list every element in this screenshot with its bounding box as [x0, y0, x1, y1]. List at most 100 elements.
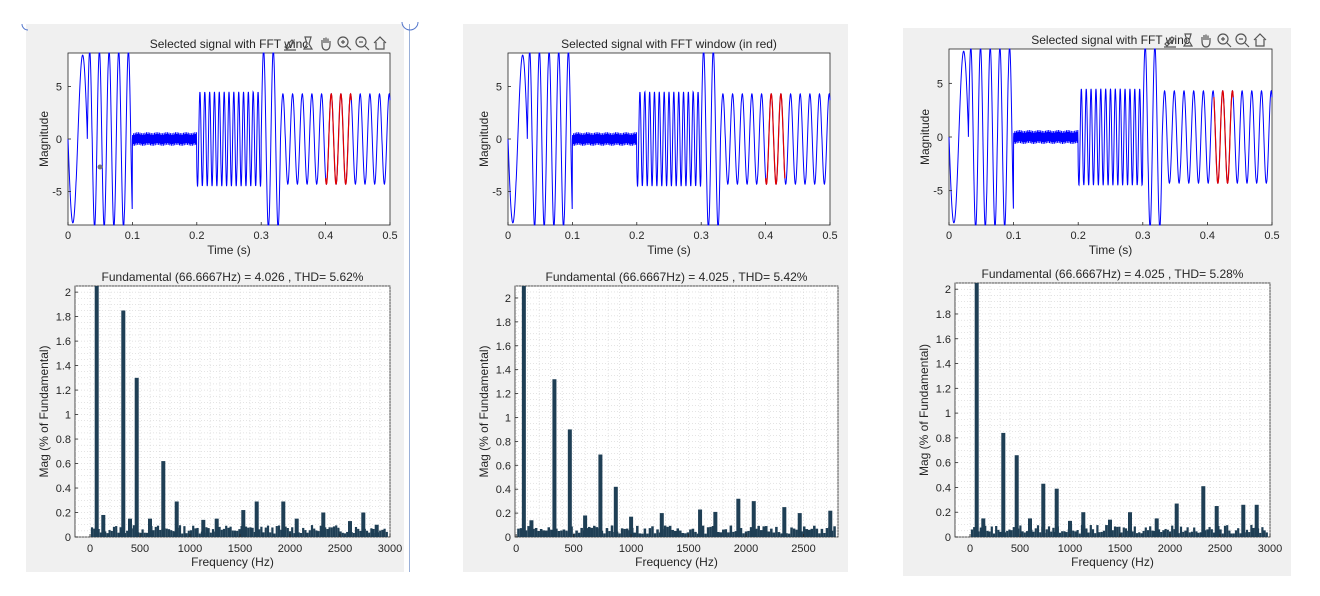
fft-bar-small [593, 525, 596, 537]
fft-bar-small [291, 527, 294, 537]
fft-bar-small [595, 527, 599, 537]
fft-bar-small [1149, 526, 1152, 537]
fft-bar-small [825, 528, 829, 537]
fft-bar-small [132, 525, 135, 537]
fft-bar-small [792, 528, 796, 537]
fft-xtick-label: 1500 [228, 543, 252, 555]
time-ytick-label: -5 [52, 186, 62, 198]
fft-bar-small [332, 526, 336, 537]
fft-bar-15 [294, 518, 299, 537]
fft-bar-small [207, 528, 210, 537]
fft-bar-small [646, 533, 649, 537]
home-icon[interactable] [372, 35, 388, 51]
time-xtick-label: 0.3 [694, 230, 709, 242]
pan-hand-icon[interactable] [1198, 32, 1214, 48]
fft-bar-2 [134, 377, 139, 537]
fft-bar-small [545, 530, 548, 537]
fft-bar-small [335, 525, 338, 537]
fft-bar-small [656, 529, 659, 537]
fft-bar-small [673, 530, 677, 537]
fft-bar-small [534, 527, 538, 537]
fft-bar-small [716, 531, 720, 537]
fft-bar-small [815, 528, 819, 537]
fft-bar-small [1245, 529, 1249, 537]
fft-bar-small [1025, 531, 1029, 537]
fft-ytick-label: 1.4 [936, 359, 951, 371]
zoom-in-icon[interactable] [336, 35, 352, 51]
fft-bar-small [813, 525, 816, 537]
fft-bar-small [119, 527, 122, 537]
fft-bar-6 [281, 501, 286, 537]
fft-bar-small [185, 533, 188, 537]
pan-hand-icon[interactable] [318, 35, 334, 51]
fft-bar-0 [521, 286, 526, 537]
fft-window-line-2 [765, 93, 786, 185]
fft-bar-15 [797, 513, 802, 537]
fft-bar-small [643, 528, 647, 537]
fft-bar-small [1021, 531, 1024, 537]
zoom-in-icon[interactable] [1216, 32, 1232, 48]
fft-bar-small [651, 526, 654, 537]
fft-bar-small [691, 528, 695, 537]
fft-bar-small [1140, 533, 1143, 537]
fft-bar-small [550, 529, 553, 537]
fft-bar-small [580, 527, 583, 537]
data-tips-icon[interactable] [1180, 32, 1196, 48]
fft-bar-small [572, 533, 576, 537]
fft-ytick-label: 1.8 [936, 309, 951, 321]
fft-bar-small [990, 526, 993, 537]
fft-bar-small [527, 526, 530, 537]
brush-icon[interactable] [1162, 32, 1178, 48]
fft-bar-3 [598, 454, 603, 537]
fft-bar-small [231, 530, 234, 537]
home-icon[interactable] [1252, 32, 1268, 48]
fft-bar-small [368, 532, 371, 537]
fft-bar-small [156, 525, 160, 537]
data-tips-icon[interactable] [300, 35, 316, 51]
fft-bar-small [1050, 531, 1053, 537]
fft-bar-small [653, 533, 657, 537]
fft-bar-14 [713, 511, 718, 537]
fft-plot-ylabel: Mag (% of Fundamental) [37, 345, 51, 477]
fft-bar-small [719, 532, 723, 537]
fft-plot-axes-3 [954, 282, 1271, 538]
fft-bar-small [587, 526, 591, 537]
fft-bar-small [759, 530, 763, 537]
fft-bar-small [1195, 531, 1198, 537]
fft-ytick-label: 0.6 [936, 458, 951, 470]
time-ytick-label: 0 [496, 134, 502, 146]
time-plot-ylabel: Magnitude [477, 111, 491, 167]
zoom-out-icon[interactable] [1234, 32, 1250, 48]
fft-bar-5 [254, 501, 259, 537]
fft-bar-small [790, 527, 793, 537]
fft-bar-8 [321, 512, 326, 537]
fft-bar-small [1250, 524, 1253, 537]
fft-xtick-label: 0 [967, 543, 973, 555]
fft-bar-small [346, 531, 349, 537]
fft-bar-small [115, 526, 118, 537]
fft-bar-small [810, 528, 814, 537]
zoom-out-icon[interactable] [354, 35, 370, 51]
brush-icon[interactable] [282, 35, 298, 51]
fft-bar-small [277, 525, 281, 537]
fft-ytick-label: 0 [65, 532, 71, 544]
fft-bar-small [218, 526, 221, 537]
fft-bar-small [795, 529, 798, 537]
fft-bar-small [1052, 527, 1055, 537]
time-xtick-label: 0.1 [1006, 230, 1021, 242]
fft-bar-0 [94, 286, 99, 537]
fft-bar-small [1116, 526, 1119, 537]
fft-bar-2 [1014, 455, 1019, 537]
fft-bar-small [577, 532, 581, 537]
fft-bar-small [1234, 530, 1238, 537]
fft-window-line-1 [325, 92, 352, 186]
fft-bar-small [341, 532, 344, 537]
fft-bar-small [1177, 533, 1180, 537]
fft-bar-small [562, 529, 566, 537]
fft-bar-small [1120, 532, 1123, 537]
fft-bar-3 [1041, 483, 1046, 537]
time-xtick-label: 0.3 [254, 230, 269, 242]
fft-plot-xlabel: Frequency (Hz) [1071, 555, 1154, 569]
fft-bar-16 [1108, 519, 1112, 537]
fft-bar-small [126, 530, 129, 537]
